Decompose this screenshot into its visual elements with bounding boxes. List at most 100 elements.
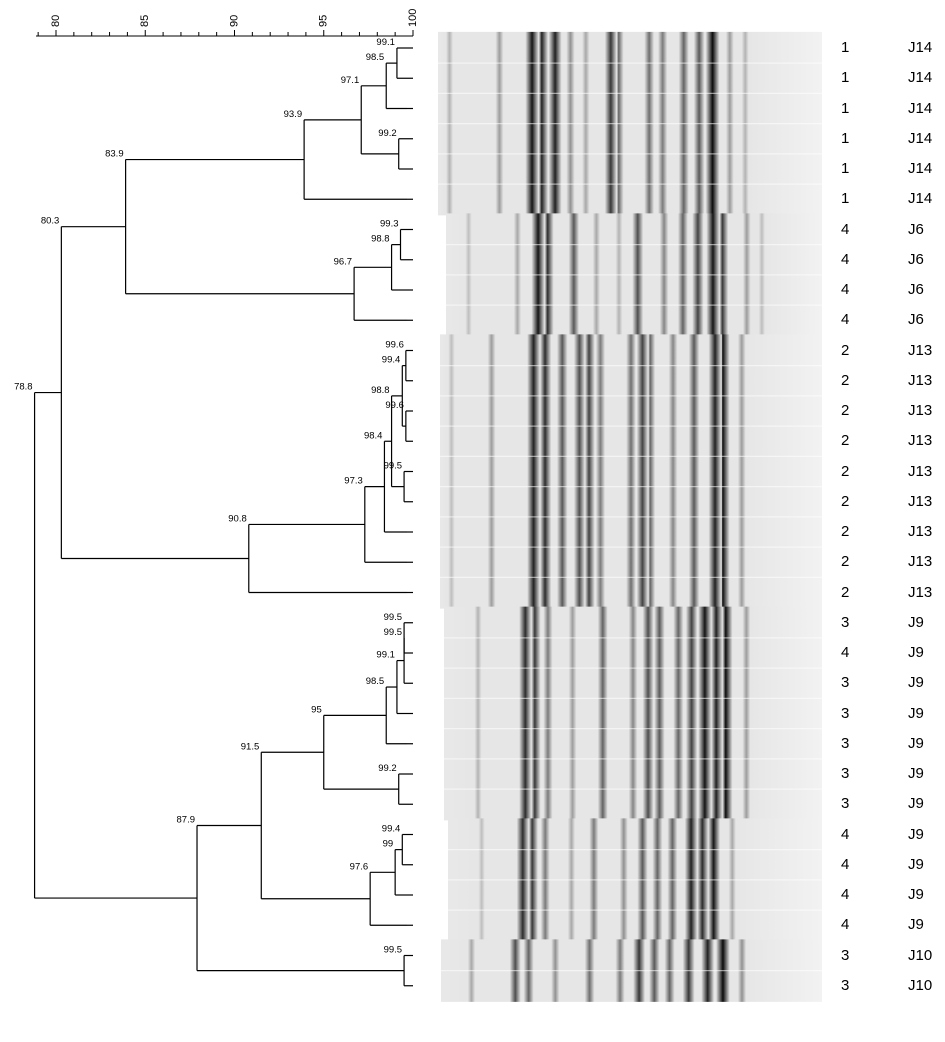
lane-sample-label: J9 — [908, 674, 924, 692]
lane-sample-label: J9 — [908, 886, 924, 903]
lane-sample-label: J6 — [908, 250, 924, 268]
scale-tick-label: 100 — [407, 9, 419, 27]
node-similarity-label: 99.5 — [384, 461, 403, 472]
lane-sample-label: J13 — [908, 583, 933, 601]
node-similarity-label: 78.8 — [14, 382, 33, 393]
node-similarity-label: 98.5 — [366, 676, 385, 687]
node-similarity-label: 93.9 — [284, 109, 303, 120]
lane-sample-label: J9 — [908, 825, 924, 843]
lane-cluster-label: 4 — [841, 886, 850, 903]
node-similarity-label: 99.1 — [376, 37, 395, 48]
node-similarity-label: 98.5 — [366, 52, 385, 63]
lane-cluster-label: 2 — [841, 583, 850, 601]
lane-cluster-label: 3 — [841, 674, 850, 692]
node-similarity-label: 99.5 — [384, 612, 403, 623]
lane-cluster-label: 2 — [841, 432, 850, 450]
lane-cluster-label: 2 — [841, 553, 850, 571]
node-similarity-label: 91.5 — [241, 741, 260, 752]
node-similarity-label: 99.1 — [376, 650, 395, 661]
node-similarity-label: 99.3 — [380, 219, 399, 230]
node-similarity-label: 90.8 — [228, 513, 247, 524]
lane-cluster-label: 1 — [841, 129, 850, 147]
lane-cluster-label: 4 — [841, 281, 850, 298]
lane-sample-label: J9 — [908, 916, 924, 934]
node-similarity-label: 98.8 — [371, 234, 390, 245]
lane-sample-label: J13 — [908, 371, 933, 389]
node-similarity-label: 99.4 — [382, 824, 401, 835]
lane-cluster-label: 4 — [841, 250, 850, 268]
lane-cluster-label: 2 — [841, 402, 850, 419]
lane-sample-label: J14 — [908, 190, 933, 208]
lane-sample-label: J9 — [908, 855, 924, 873]
node-similarity-label: 99 — [383, 839, 394, 850]
lane-sample-label: J13 — [908, 402, 933, 419]
node-similarity-label: 95 — [311, 704, 322, 715]
lane-cluster-label: 3 — [841, 795, 850, 813]
lane-cluster-label: 2 — [841, 462, 850, 480]
gel-panel — [444, 606, 822, 821]
lane-cluster-label: 3 — [841, 734, 850, 752]
lane-cluster-label: 1 — [841, 69, 850, 87]
lane-sample-label: J13 — [908, 462, 933, 480]
lane-cluster-label: 4 — [841, 855, 850, 873]
lane-cluster-label: 3 — [841, 946, 850, 964]
lane-sample-label: J9 — [908, 734, 924, 752]
lane-cluster-label: 1 — [841, 39, 850, 56]
node-similarity-label: 99.5 — [384, 627, 403, 638]
lane-sample-label: J13 — [908, 523, 933, 540]
node-similarity-label: 87.9 — [177, 815, 196, 826]
lane-sample-label: J13 — [908, 492, 933, 510]
lane-sample-label: J13 — [908, 341, 933, 359]
lane-cluster-label: 1 — [841, 190, 850, 208]
lane-sample-label: J9 — [908, 765, 924, 782]
lane-cluster-label: 2 — [841, 341, 850, 359]
scale-tick-label: 80 — [50, 15, 62, 27]
lane-sample-label: J9 — [908, 704, 924, 722]
lane-sample-label: J6 — [908, 281, 924, 298]
lane-cluster-label: 2 — [841, 371, 850, 389]
node-similarity-label: 97.3 — [344, 476, 363, 487]
lane-cluster-label: 3 — [841, 704, 850, 722]
node-similarity-label: 99.4 — [382, 355, 401, 366]
lane-cluster-label: 3 — [841, 613, 850, 631]
node-similarity-label: 99.6 — [385, 340, 404, 351]
lane-sample-label: J10 — [908, 976, 933, 994]
lane-cluster-label: 2 — [841, 492, 850, 510]
node-similarity-label: 99.6 — [385, 400, 404, 411]
lane-cluster-label: 1 — [841, 160, 850, 177]
scale-tick-label: 85 — [139, 15, 151, 27]
lane-cluster-label: 1 — [841, 99, 850, 117]
lane-sample-label: J9 — [908, 644, 924, 661]
scale-tick-label: 90 — [228, 15, 240, 27]
node-similarity-label: 80.3 — [41, 216, 60, 227]
lane-cluster-label: 3 — [841, 976, 850, 994]
lane-sample-label: J9 — [908, 795, 924, 813]
gel-panel — [440, 334, 822, 609]
lane-cluster-label: 2 — [841, 523, 850, 540]
lane-sample-label: J10 — [908, 946, 933, 964]
dendrogram-node: 83.9 — [105, 149, 355, 295]
node-similarity-label: 98.8 — [371, 385, 390, 396]
node-similarity-label: 99.2 — [378, 763, 397, 774]
node-similarity-label: 97.6 — [350, 861, 369, 872]
node-similarity-label: 98.4 — [364, 430, 383, 441]
node-similarity-label: 99.5 — [384, 945, 403, 956]
dendrogram-node: 96.7 — [334, 256, 407, 321]
lane-cluster-label: 4 — [841, 644, 850, 661]
lane-sample-label: J9 — [908, 613, 924, 631]
lane-sample-label: J13 — [908, 432, 933, 450]
lane-sample-label: J6 — [908, 311, 924, 329]
lane-cluster-label: 4 — [841, 311, 850, 329]
lane-cluster-label: 4 — [841, 220, 850, 238]
node-similarity-label: 83.9 — [105, 149, 124, 160]
node-similarity-label: 99.2 — [378, 128, 397, 139]
lane-cluster-label: 4 — [841, 825, 850, 843]
lane-sample-label: J14 — [908, 129, 933, 147]
lane-cluster-label: 3 — [841, 765, 850, 782]
lane-sample-label: J14 — [908, 69, 933, 87]
lane-sample-label: J14 — [908, 99, 933, 117]
scale-tick-label: 95 — [318, 15, 330, 27]
